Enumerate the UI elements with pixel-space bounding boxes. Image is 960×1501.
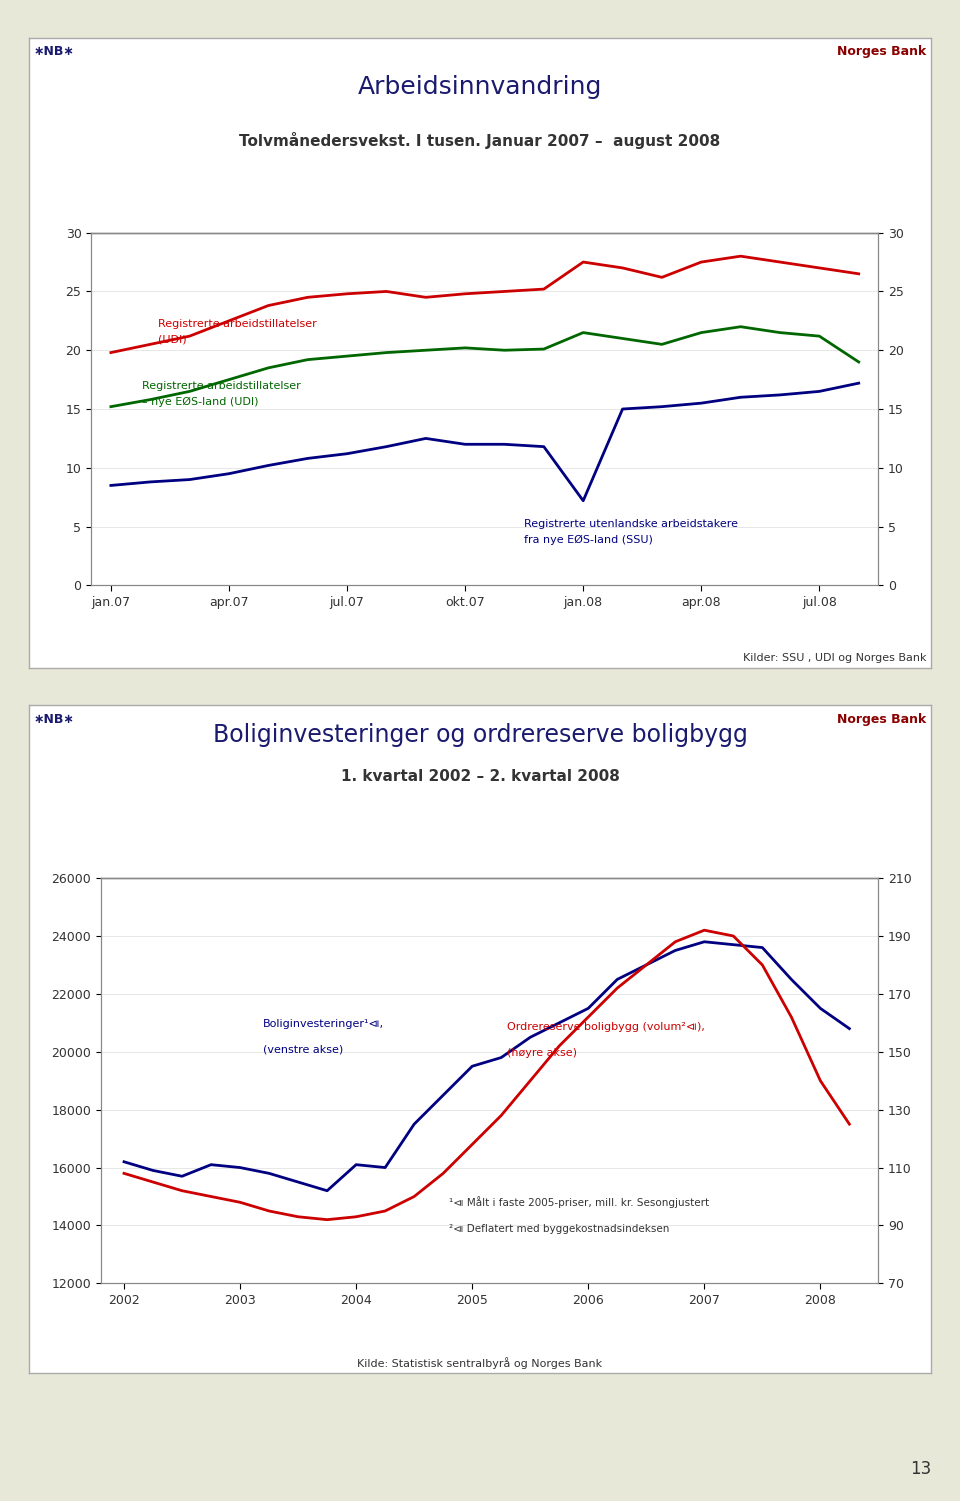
Text: ∗NB∗: ∗NB∗ xyxy=(34,45,75,59)
Text: ¹⧏ Målt i faste 2005-priser, mill. kr. Sesongjustert: ¹⧏ Målt i faste 2005-priser, mill. kr. S… xyxy=(449,1196,709,1208)
Text: Boliginvesteringer og ordrereserve boligbygg: Boliginvesteringer og ordrereserve bolig… xyxy=(212,723,748,747)
Text: 1. kvartal 2002 – 2. kvartal 2008: 1. kvartal 2002 – 2. kvartal 2008 xyxy=(341,769,619,784)
Text: Tolvmånedersvekst. I tusen. Januar 2007 –  august 2008: Tolvmånedersvekst. I tusen. Januar 2007 … xyxy=(239,132,721,149)
Text: Arbeidsinnvandring: Arbeidsinnvandring xyxy=(358,75,602,99)
Text: (høyre akse): (høyre akse) xyxy=(507,1048,577,1058)
Text: Kilde: Statistisk sentralbyrå og Norges Bank: Kilde: Statistisk sentralbyrå og Norges … xyxy=(357,1357,603,1369)
Text: (venstre akse): (venstre akse) xyxy=(263,1045,344,1055)
Text: Boliginvesteringer¹⧏,: Boliginvesteringer¹⧏, xyxy=(263,1019,384,1028)
Text: Registrerte arbeidstillatelser: Registrerte arbeidstillatelser xyxy=(158,320,317,329)
Text: Norges Bank: Norges Bank xyxy=(837,713,926,726)
Text: – nye EØS-land (UDI): – nye EØS-land (UDI) xyxy=(142,396,259,407)
Text: fra nye EØS-land (SSU): fra nye EØS-land (SSU) xyxy=(524,536,653,545)
Text: (UDI): (UDI) xyxy=(158,335,187,344)
Text: Registrerte arbeidstillatelser: Registrerte arbeidstillatelser xyxy=(142,381,301,392)
Text: Ordrereserve boligbygg (volum²⧏),: Ordrereserve boligbygg (volum²⧏), xyxy=(507,1022,705,1031)
Text: Registrerte utenlandske arbeidstakere: Registrerte utenlandske arbeidstakere xyxy=(524,519,738,528)
Text: ²⧏ Deflatert med byggekostnadsindeksen: ²⧏ Deflatert med byggekostnadsindeksen xyxy=(449,1225,669,1234)
Text: 13: 13 xyxy=(910,1460,931,1478)
Text: Norges Bank: Norges Bank xyxy=(837,45,926,59)
Text: ∗NB∗: ∗NB∗ xyxy=(34,713,75,726)
Text: Kilder: SSU , UDI og Norges Bank: Kilder: SSU , UDI og Norges Bank xyxy=(743,653,926,663)
